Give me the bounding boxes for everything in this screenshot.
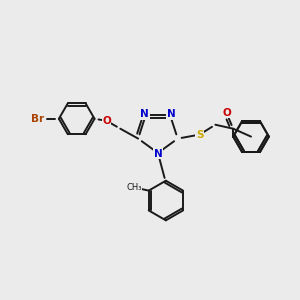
Text: S: S xyxy=(196,130,203,140)
Text: N: N xyxy=(140,109,149,119)
Text: N: N xyxy=(154,149,162,159)
Text: N: N xyxy=(167,109,176,119)
Text: CH₃: CH₃ xyxy=(126,183,142,192)
Text: O: O xyxy=(102,116,111,126)
Text: O: O xyxy=(223,108,232,118)
Text: Br: Br xyxy=(31,114,44,124)
